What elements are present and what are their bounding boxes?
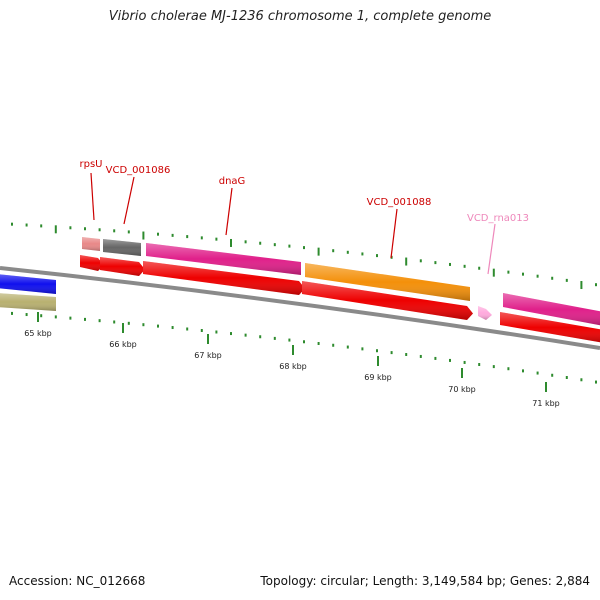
gene-label: VCD_rna013 xyxy=(467,213,529,275)
gene-label: VCD_001088 xyxy=(367,197,432,259)
rpsU-feature xyxy=(82,237,100,251)
left-blue-feature xyxy=(0,274,56,294)
feature-track xyxy=(0,237,600,326)
leader-line xyxy=(225,187,233,236)
left-khaki-feature xyxy=(0,293,56,311)
VCD_001088-cds xyxy=(302,281,473,320)
rpsU-cds xyxy=(80,255,104,271)
tick-label: 68 kbp xyxy=(279,362,307,371)
chromosome-backbone xyxy=(0,266,600,350)
right-cds xyxy=(500,312,600,343)
dnaG-feature xyxy=(146,243,301,275)
minor-ticks-top xyxy=(11,222,597,290)
scale-ticks: 65 kbp 66 kbp 67 kbp 68 kbp 69 kbp 70 kbp 71 k… xyxy=(24,312,560,408)
gene-label-text: VCD_001086 xyxy=(106,165,171,176)
gene-label: dnaG xyxy=(219,176,246,236)
VCD_001086-feature xyxy=(103,239,141,256)
gene-label-text: rpsU xyxy=(80,159,103,170)
cds-track xyxy=(80,255,600,343)
gene-label: VCD_001086 xyxy=(106,165,171,225)
leader-line xyxy=(90,172,95,221)
gene-label-text: dnaG xyxy=(219,176,246,187)
tick-label: 69 kbp xyxy=(364,373,392,382)
tick-label: 71 kbp xyxy=(532,399,560,408)
map-title: Vibrio cholerae MJ-1236 chromosome 1, co… xyxy=(108,9,492,24)
tick-label: 70 kbp xyxy=(448,385,476,394)
tick-label: 67 kbp xyxy=(194,351,222,360)
genome-stats-label: Topology: circular; Length: 3,149,584 bp… xyxy=(260,574,590,588)
leader-line xyxy=(390,208,398,259)
gene-label: rpsU xyxy=(80,159,103,221)
VCD_rna013-arrow xyxy=(478,306,492,320)
right-magenta-feature xyxy=(503,293,600,326)
gene-label-text: VCD_rna013 xyxy=(467,213,529,224)
accession-label: Accession: NC_012668 xyxy=(9,574,146,588)
tick-label: 66 kbp xyxy=(109,340,137,349)
gene-label-text: VCD_001088 xyxy=(367,197,432,208)
minor-ticks-bottom xyxy=(11,311,597,384)
leader-line xyxy=(487,223,496,275)
leader-line xyxy=(123,176,135,225)
VCD_001086-cds xyxy=(100,257,145,276)
dnaG-cds xyxy=(143,261,305,295)
tick-label: 65 kbp xyxy=(24,329,52,338)
VCD_001088-feature xyxy=(305,263,470,301)
